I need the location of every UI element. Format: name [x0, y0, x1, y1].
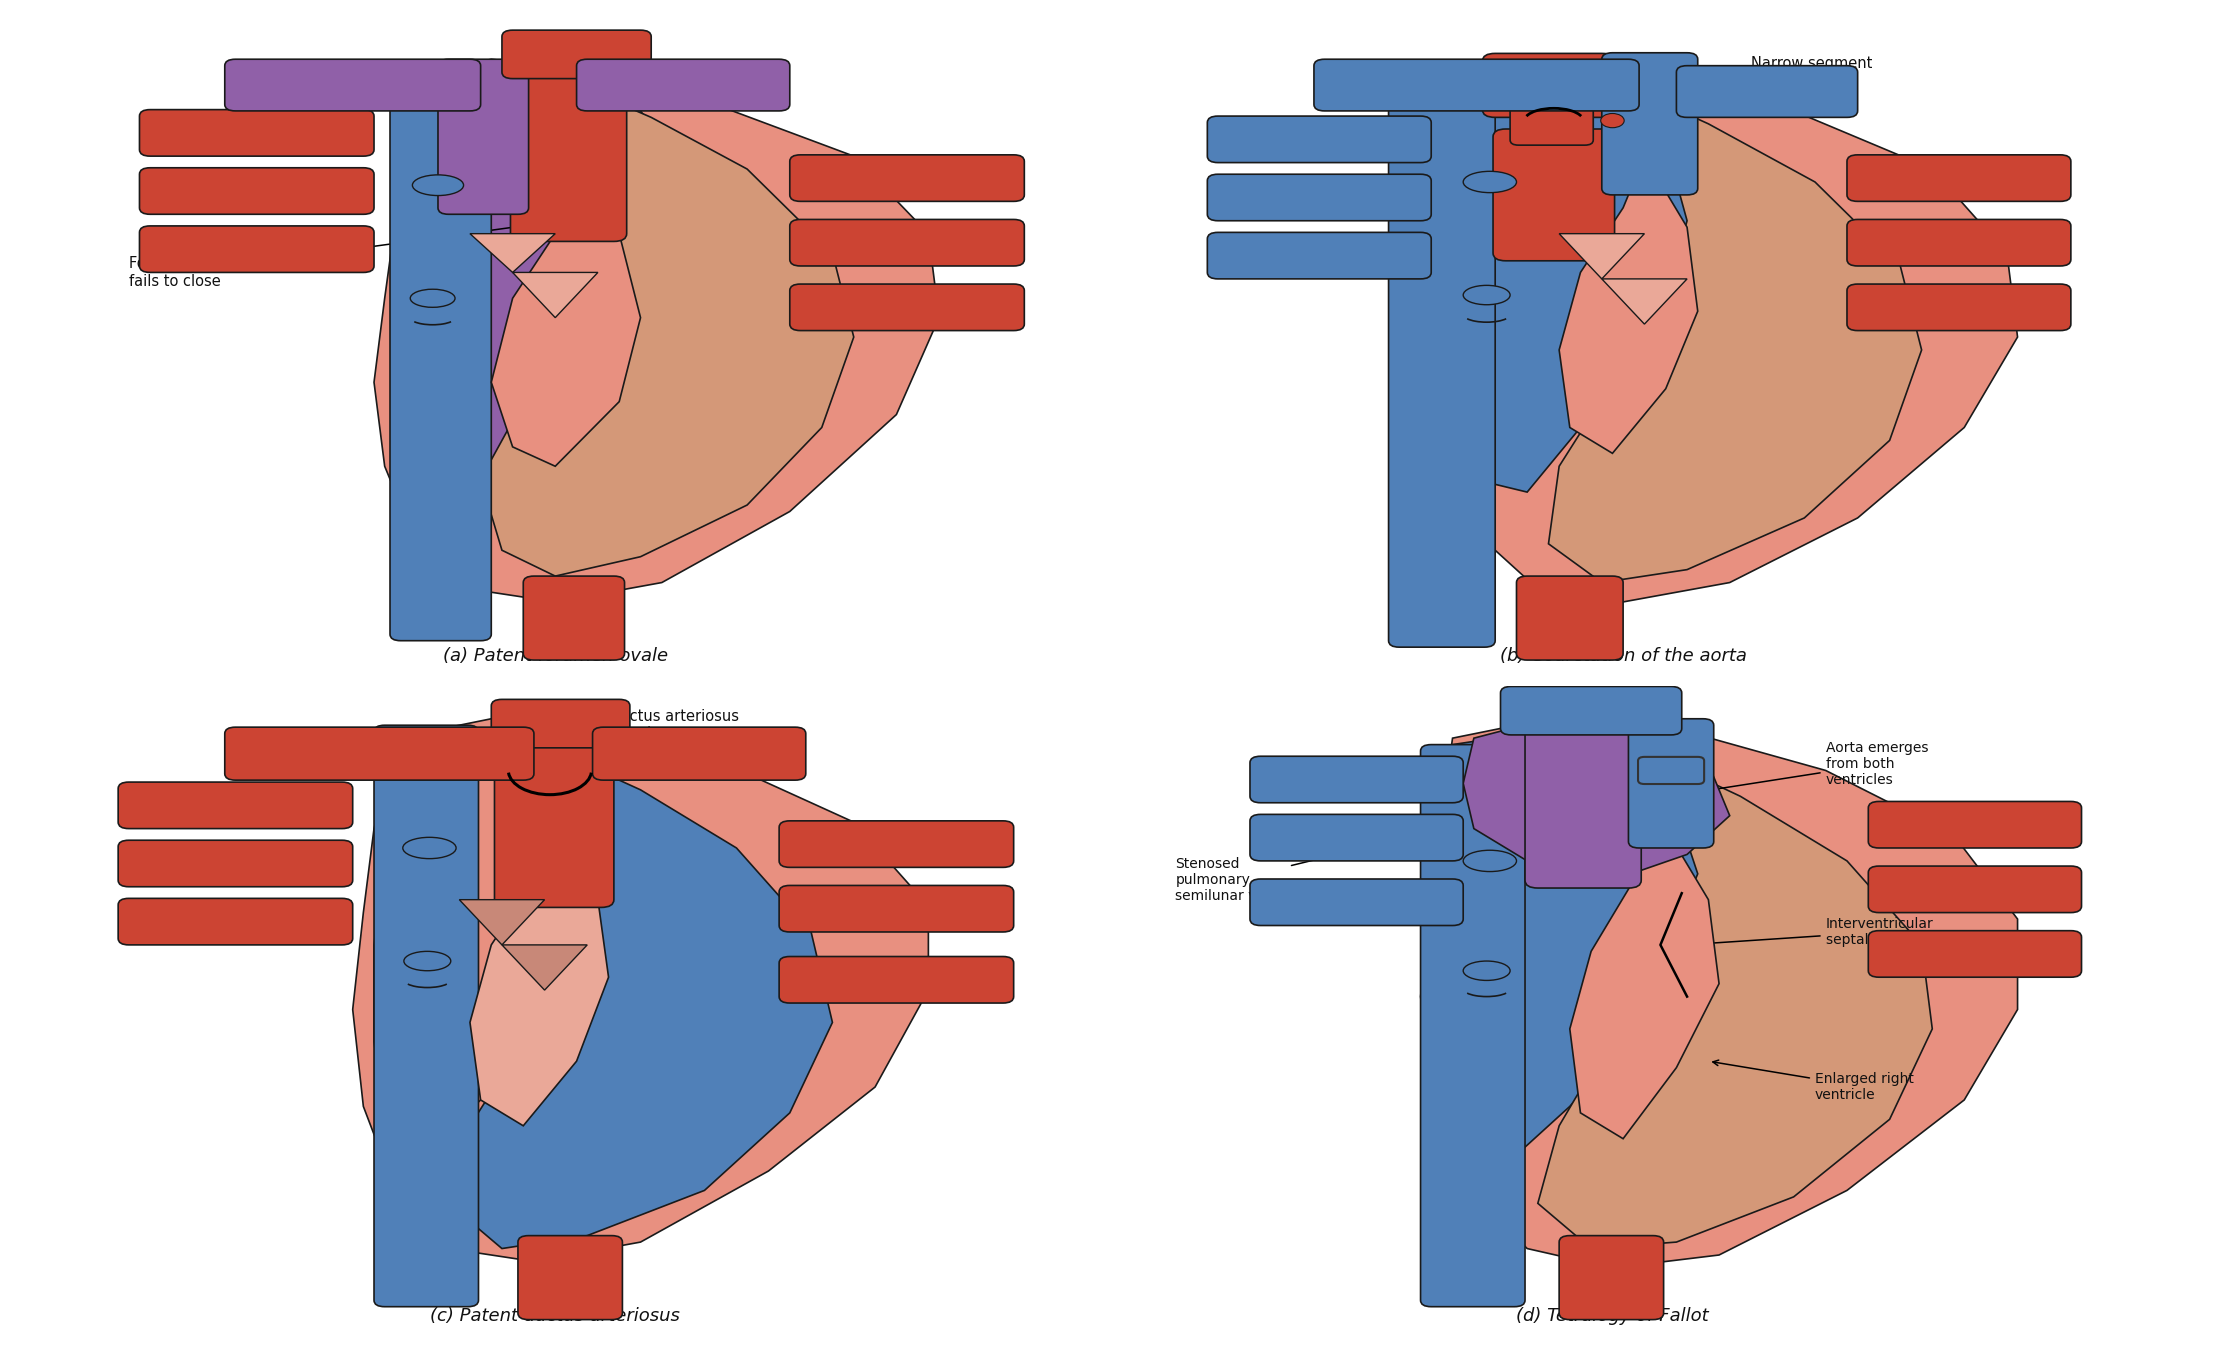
- Ellipse shape: [404, 952, 451, 970]
- FancyBboxPatch shape: [1677, 66, 1857, 117]
- FancyBboxPatch shape: [1208, 233, 1430, 279]
- FancyBboxPatch shape: [1250, 814, 1464, 861]
- FancyBboxPatch shape: [224, 59, 480, 110]
- FancyBboxPatch shape: [1208, 174, 1430, 221]
- FancyBboxPatch shape: [1510, 102, 1592, 145]
- FancyBboxPatch shape: [1315, 59, 1639, 110]
- FancyBboxPatch shape: [1639, 756, 1704, 783]
- FancyBboxPatch shape: [1421, 744, 1526, 1307]
- Text: (a) Patent foramen ovale: (a) Patent foramen ovale: [442, 647, 669, 665]
- FancyBboxPatch shape: [791, 284, 1024, 331]
- Polygon shape: [449, 751, 833, 1249]
- FancyBboxPatch shape: [1868, 865, 2081, 913]
- Polygon shape: [1559, 234, 1644, 279]
- FancyBboxPatch shape: [1868, 801, 2081, 848]
- Ellipse shape: [411, 289, 455, 307]
- FancyBboxPatch shape: [1848, 219, 2070, 267]
- FancyBboxPatch shape: [140, 226, 373, 272]
- Ellipse shape: [1464, 285, 1510, 304]
- FancyBboxPatch shape: [140, 168, 373, 214]
- FancyBboxPatch shape: [495, 724, 613, 907]
- Polygon shape: [1421, 719, 2017, 1268]
- FancyBboxPatch shape: [118, 782, 353, 829]
- Polygon shape: [395, 66, 684, 493]
- Text: Enlarged right
ventricle: Enlarged right ventricle: [1712, 1061, 1915, 1102]
- FancyBboxPatch shape: [491, 700, 631, 748]
- Polygon shape: [373, 732, 640, 1152]
- Text: (d) Tetralogy of Fallot: (d) Tetralogy of Fallot: [1517, 1307, 1708, 1324]
- FancyBboxPatch shape: [517, 1236, 622, 1319]
- FancyBboxPatch shape: [1628, 719, 1715, 848]
- FancyBboxPatch shape: [593, 727, 806, 781]
- Text: Stenosed
pulmonary
semilunar valve: Stenosed pulmonary semilunar valve: [1175, 779, 1637, 903]
- FancyBboxPatch shape: [780, 886, 1013, 931]
- FancyBboxPatch shape: [524, 576, 624, 660]
- FancyBboxPatch shape: [1493, 129, 1615, 261]
- Text: Foramen ovale
fails to close: Foramen ovale fails to close: [129, 219, 555, 288]
- Polygon shape: [1430, 732, 1741, 1164]
- FancyBboxPatch shape: [1517, 576, 1624, 660]
- Text: Ductus arteriosus
remains open: Ductus arteriosus remains open: [557, 709, 740, 762]
- FancyBboxPatch shape: [791, 219, 1024, 267]
- FancyBboxPatch shape: [780, 957, 1013, 1003]
- Polygon shape: [353, 719, 928, 1261]
- Polygon shape: [471, 829, 609, 1125]
- FancyBboxPatch shape: [1481, 54, 1615, 117]
- Ellipse shape: [1601, 113, 1624, 128]
- FancyBboxPatch shape: [1848, 284, 2070, 331]
- FancyBboxPatch shape: [1559, 1236, 1664, 1319]
- Polygon shape: [491, 170, 640, 466]
- FancyBboxPatch shape: [1250, 879, 1464, 926]
- Polygon shape: [460, 899, 544, 945]
- FancyBboxPatch shape: [1526, 708, 1641, 888]
- FancyBboxPatch shape: [1388, 66, 1495, 647]
- FancyBboxPatch shape: [1250, 756, 1464, 802]
- FancyBboxPatch shape: [780, 821, 1013, 867]
- FancyBboxPatch shape: [391, 78, 491, 641]
- FancyBboxPatch shape: [373, 725, 478, 1307]
- Polygon shape: [1430, 59, 2017, 602]
- Polygon shape: [1559, 156, 1697, 454]
- Text: Interventricular
septal defect: Interventricular septal defect: [1690, 917, 1934, 948]
- Polygon shape: [1548, 85, 1921, 583]
- FancyBboxPatch shape: [577, 59, 791, 110]
- FancyBboxPatch shape: [118, 840, 353, 887]
- Polygon shape: [1537, 751, 1932, 1249]
- FancyBboxPatch shape: [502, 30, 651, 78]
- FancyBboxPatch shape: [511, 32, 626, 241]
- Ellipse shape: [413, 175, 464, 195]
- Text: (c) Patent ductus arteriosus: (c) Patent ductus arteriosus: [431, 1307, 680, 1324]
- Polygon shape: [480, 85, 853, 576]
- Polygon shape: [513, 272, 597, 318]
- FancyBboxPatch shape: [438, 59, 529, 214]
- FancyBboxPatch shape: [1601, 52, 1697, 195]
- FancyBboxPatch shape: [1501, 686, 1681, 735]
- FancyBboxPatch shape: [1208, 116, 1430, 163]
- FancyBboxPatch shape: [118, 898, 353, 945]
- Text: Narrow segment
of aorta: Narrow segment of aorta: [1557, 57, 1872, 121]
- Ellipse shape: [1464, 851, 1517, 872]
- Polygon shape: [1441, 66, 1719, 493]
- Text: Aorta emerges
from both
ventricles: Aorta emerges from both ventricles: [1632, 740, 1928, 804]
- Polygon shape: [1570, 829, 1719, 1139]
- Polygon shape: [1601, 279, 1688, 324]
- Ellipse shape: [1464, 961, 1510, 980]
- FancyBboxPatch shape: [224, 727, 533, 781]
- Polygon shape: [373, 59, 939, 602]
- FancyBboxPatch shape: [1848, 155, 2070, 202]
- Polygon shape: [471, 234, 555, 272]
- FancyBboxPatch shape: [1868, 930, 2081, 977]
- Polygon shape: [502, 945, 586, 991]
- Polygon shape: [1464, 719, 1730, 880]
- Text: (b) Coarctation of the aorta: (b) Coarctation of the aorta: [1499, 647, 1746, 665]
- Ellipse shape: [1464, 171, 1517, 192]
- Ellipse shape: [402, 837, 455, 859]
- FancyBboxPatch shape: [791, 155, 1024, 202]
- FancyBboxPatch shape: [140, 109, 373, 156]
